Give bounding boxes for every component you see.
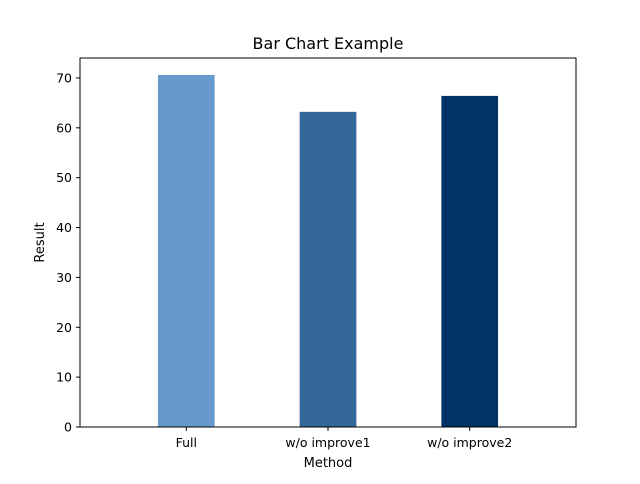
x-tick-label: w/o improve2 [427, 435, 512, 450]
x-tick-label: w/o improve1 [285, 435, 370, 450]
y-tick-label: 20 [56, 320, 72, 335]
y-tick-label: 10 [56, 370, 72, 385]
chart-title: Bar Chart Example [253, 34, 404, 53]
y-tick-label: 0 [64, 420, 72, 435]
plot-frame [79, 57, 577, 428]
x-axis-label: Method [304, 456, 353, 471]
bars-group [157, 74, 499, 428]
bar-w-o-improve2 [441, 95, 499, 428]
x-axis: Full w/o improve1 w/o improve2 [176, 427, 512, 450]
y-axis-label: Result [33, 222, 48, 262]
y-tick-label: 60 [56, 120, 72, 135]
bar-w-o-improve1 [299, 111, 357, 427]
y-tick-label: 50 [56, 170, 72, 185]
y-axis: 0 10 20 30 40 50 60 70 [56, 70, 80, 435]
bar-full [157, 74, 215, 427]
y-tick-label: 40 [56, 220, 72, 235]
x-tick-label: Full [176, 435, 197, 450]
y-tick-label: 70 [56, 70, 72, 85]
y-tick-label: 30 [56, 270, 72, 285]
